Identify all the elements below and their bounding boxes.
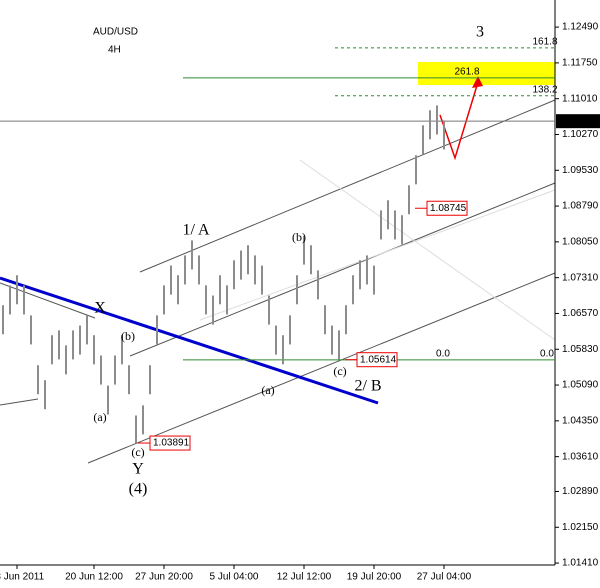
wave-label: (4) (129, 481, 148, 498)
fib-level-label: 0.0 (436, 349, 450, 360)
x-tick-label: 27 Jun 20:00 (135, 572, 193, 583)
wave-label: (a) (261, 383, 274, 397)
fib-level-label: 261.8 (454, 67, 479, 78)
y-tick-label: 1.02890 (562, 486, 599, 497)
y-tick-label: 1.11750 (562, 58, 598, 69)
price-flag-box (356, 352, 398, 368)
price-flag-label: 1.03891 (153, 438, 190, 449)
y-tick-label: 1.08790 (562, 201, 599, 212)
trend-line-short (0, 398, 39, 406)
channel-lines (0, 99, 556, 464)
y-tick-label: 1.10270 (562, 129, 599, 140)
price-flag-label: 1.05614 (360, 354, 397, 365)
wave-label: 2/ B (354, 378, 381, 395)
faint-lines (199, 159, 556, 341)
y-tick-label: 1.03610 (562, 451, 599, 462)
y-tick-label: 1.05090 (562, 380, 599, 391)
channel-upper (139, 99, 556, 273)
channel-middle (129, 182, 556, 357)
y-tick-label: 1.04350 (562, 415, 599, 426)
chart-subtitle: 4H (108, 45, 121, 56)
wave-label: (b) (121, 329, 135, 343)
x-tick-label: 27 Jul 04:00 (417, 572, 472, 583)
y-tick-label: 1.12490 (562, 22, 599, 33)
wave-label: (a) (93, 410, 106, 424)
y-tick-label: 1.09530 (562, 165, 599, 176)
y-tick-label: 1.07310 (562, 272, 599, 283)
wave-label: X (94, 300, 106, 317)
current-price-box (556, 114, 600, 129)
wave-label: (c) (131, 445, 144, 459)
wave-label: 1/ A (182, 222, 210, 239)
x-tick-label: 20 Jun 12:00 (65, 572, 123, 583)
wave-label: (b) (292, 230, 306, 244)
target-zone (418, 62, 555, 85)
x-tick-label: 19 Jul 20:00 (347, 572, 402, 583)
faint-line (299, 159, 556, 341)
blue-trend-line (0, 276, 379, 405)
arrow-head (472, 76, 483, 88)
price-flag-box (149, 435, 191, 451)
y-tick-label: 1.01410 (562, 558, 599, 569)
wave-label: Y (132, 461, 144, 478)
wave-label: (c) (333, 364, 346, 378)
current-price-label: 1.10545 (560, 116, 597, 127)
fib-level-label: 0.0 (540, 349, 554, 360)
y-tick-label: 1.05830 (562, 344, 599, 355)
y-tick-label: 1.11010 (562, 93, 598, 104)
faint-line (199, 189, 556, 321)
y-tick-label: 1.02150 (562, 522, 599, 533)
chart-title: AUD/USD (93, 27, 138, 38)
price-flag-label: 1.08745 (430, 203, 467, 214)
x-tick-label: 12 Jul 12:00 (277, 572, 332, 583)
fib-level-label: 161.8 (532, 37, 557, 48)
y-tick-label: 1.08050 (562, 237, 599, 248)
channel-lower (87, 272, 556, 464)
x-tick-label: 13 Jun 2011 (0, 572, 45, 583)
trend-line-x (0, 282, 96, 319)
fib-level-label: 138.2 (532, 84, 557, 95)
y-tick-label: 1.06570 (562, 308, 599, 319)
price-flag-box (426, 200, 468, 216)
x-tick-label: 5 Jul 04:00 (210, 572, 259, 583)
wave-label: 3 (476, 24, 484, 41)
